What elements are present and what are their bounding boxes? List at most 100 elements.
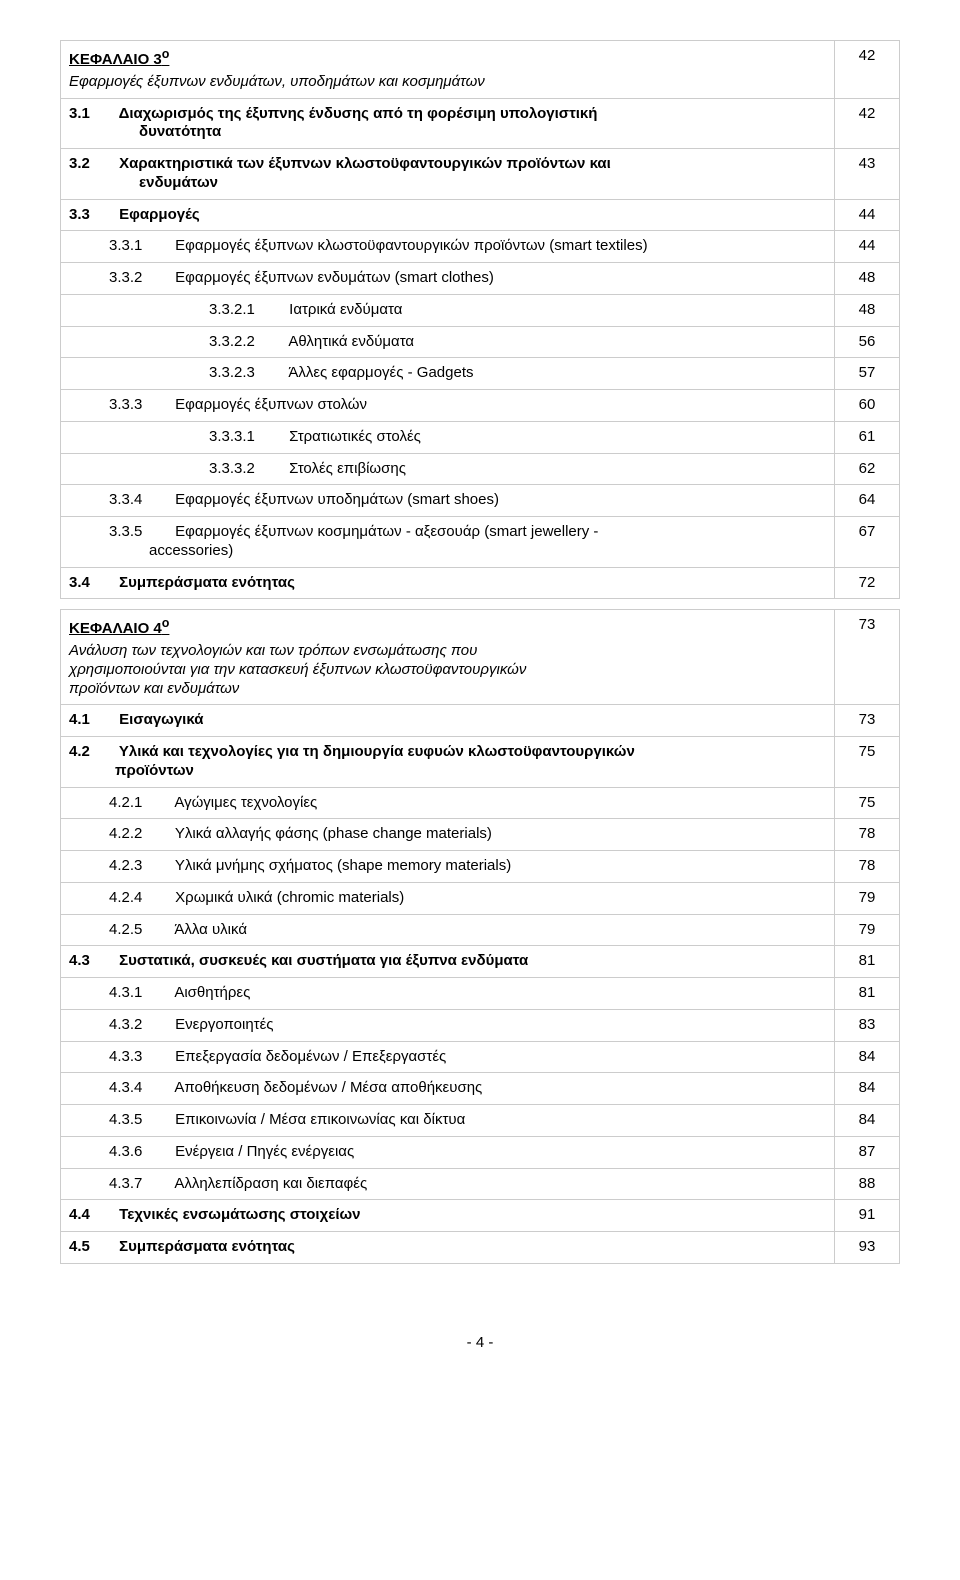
toc-entry-text: 3.1 Διαχωρισμός της έξυπνης ένδυσης από … [61,98,835,149]
toc-entry-text: 3.3.1 Εφαρμογές έξυπνων κλωστοϋφαντουργι… [61,231,835,263]
toc-entry-text: ΚΕΦΑΛΑΙΟ 4οΑνάλυση των τεχνολογιών και τ… [61,610,835,705]
toc-row: 4.1 Εισαγωγικά73 [61,705,900,737]
toc-entry-page: 43 [835,149,900,200]
toc-row: 3.3.2.2 Αθλητικά ενδύματα56 [61,326,900,358]
toc-entry-page: 87 [835,1136,900,1168]
toc-row: 3.3.4 Εφαρμογές έξυπνων υποδημάτων (smar… [61,485,900,517]
toc-row: 4.3.2 Ενεργοποιητές83 [61,1009,900,1041]
toc-row: 3.3.3.1 Στρατιωτικές στολές61 [61,421,900,453]
toc-entry-text: 4.3 Συστατικά, συσκευές και συστήματα γι… [61,946,835,978]
toc-entry-text: 4.1 Εισαγωγικά [61,705,835,737]
toc-entry-page: 61 [835,421,900,453]
toc-entry-text: 4.5 Συμπεράσματα ενότητας [61,1232,835,1264]
toc-row: 4.3.7 Αλληλεπίδραση και διεπαφές88 [61,1168,900,1200]
toc-row: 3.3.3 Εφαρμογές έξυπνων στολών60 [61,390,900,422]
toc-entry-page: 60 [835,390,900,422]
toc-row: 3.2 Χαρακτηριστικά των έξυπνων κλωστοϋφα… [61,149,900,200]
toc-entry-page: 78 [835,819,900,851]
toc-row: 3.3.1 Εφαρμογές έξυπνων κλωστοϋφαντουργι… [61,231,900,263]
toc-row: 3.1 Διαχωρισμός της έξυπνης ένδυσης από … [61,98,900,149]
toc-entry-page: 42 [835,98,900,149]
toc-row: 3.3.2.1 Ιατρικά ενδύματα48 [61,294,900,326]
toc-row: 4.2 Υλικά και τεχνολογίες για τη δημιουρ… [61,737,900,788]
toc-row: 4.2.4 Χρωμικά υλικά (chromic materials)7… [61,882,900,914]
toc-row: 4.2.5 Άλλα υλικά79 [61,914,900,946]
toc-entry-page: 67 [835,517,900,568]
toc-entry-text: 3.3.2.1 Ιατρικά ενδύματα [61,294,835,326]
toc-entry-text: 3.3.3.2 Στολές επιβίωσης [61,453,835,485]
toc-entry-page: 81 [835,946,900,978]
toc-entry-page: 75 [835,737,900,788]
toc-entry-page: 42 [835,41,900,99]
toc-entry-text: 4.3.5 Επικοινωνία / Μέσα επικοινωνίας κα… [61,1105,835,1137]
toc-row: 3.3.2.3 Άλλες εφαρμογές - Gadgets57 [61,358,900,390]
toc-row: 4.4 Τεχνικές ενσωμάτωσης στοιχείων91 [61,1200,900,1232]
toc-row: 4.3.6 Ενέργεια / Πηγές ενέργειας87 [61,1136,900,1168]
toc-entry-page: 91 [835,1200,900,1232]
toc-entry-text: 3.2 Χαρακτηριστικά των έξυπνων κλωστοϋφα… [61,149,835,200]
toc-entry-page: 73 [835,705,900,737]
toc-row: 3.3 Εφαρμογές44 [61,199,900,231]
toc-entry-text: 4.3.6 Ενέργεια / Πηγές ενέργειας [61,1136,835,1168]
toc-entry-page: 79 [835,882,900,914]
toc-entry-page: 62 [835,453,900,485]
toc-table-chapter4: ΚΕΦΑΛΑΙΟ 4οΑνάλυση των τεχνολογιών και τ… [60,609,900,1264]
toc-entry-text: 3.3.4 Εφαρμογές έξυπνων υποδημάτων (smar… [61,485,835,517]
toc-row: 3.3.2 Εφαρμογές έξυπνων ενδυμάτων (smart… [61,263,900,295]
toc-row: 4.3 Συστατικά, συσκευές και συστήματα γι… [61,946,900,978]
toc-entry-text: 3.3.2.2 Αθλητικά ενδύματα [61,326,835,358]
toc-entry-text: 4.3.2 Ενεργοποιητές [61,1009,835,1041]
toc-entry-page: 79 [835,914,900,946]
toc-entry-text: 3.3.3.1 Στρατιωτικές στολές [61,421,835,453]
toc-entry-page: 57 [835,358,900,390]
toc-entry-text: 3.3.2 Εφαρμογές έξυπνων ενδυμάτων (smart… [61,263,835,295]
toc-entry-text: 4.3.1 Αισθητήρες [61,978,835,1010]
page-number: - 4 - [60,1274,900,1361]
toc-entry-page: 81 [835,978,900,1010]
toc-entry-text: 3.3.3 Εφαρμογές έξυπνων στολών [61,390,835,422]
toc-entry-text: 4.3.3 Επεξεργασία δεδομένων / Επεξεργαστ… [61,1041,835,1073]
toc-entry-text: 4.3.7 Αλληλεπίδραση και διεπαφές [61,1168,835,1200]
toc-entry-page: 73 [835,610,900,705]
toc-entry-text: 4.3.4 Αποθήκευση δεδομένων / Μέσα αποθήκ… [61,1073,835,1105]
toc-row: ΚΕΦΑΛΑΙΟ 3οΕφαρμογές έξυπνων ενδυμάτων, … [61,41,900,99]
toc-row: 4.5 Συμπεράσματα ενότητας93 [61,1232,900,1264]
toc-entry-text: 4.2 Υλικά και τεχνολογίες για τη δημιουρ… [61,737,835,788]
toc-entry-text: 3.3.5 Εφαρμογές έξυπνων κοσμημάτων - αξε… [61,517,835,568]
toc-row: 4.2.3 Υλικά μνήμης σχήματος (shape memor… [61,851,900,883]
toc-entry-page: 75 [835,787,900,819]
toc-entry-text: 3.3 Εφαρμογές [61,199,835,231]
toc-entry-text: 4.2.3 Υλικά μνήμης σχήματος (shape memor… [61,851,835,883]
toc-entry-page: 44 [835,231,900,263]
toc-row: 4.3.3 Επεξεργασία δεδομένων / Επεξεργαστ… [61,1041,900,1073]
toc-row: 4.2.1 Αγώγιμες τεχνολογίες75 [61,787,900,819]
toc-entry-page: 56 [835,326,900,358]
toc-entry-text: 3.3.2.3 Άλλες εφαρμογές - Gadgets [61,358,835,390]
toc-entry-page: 84 [835,1105,900,1137]
toc-entry-page: 84 [835,1041,900,1073]
toc-entry-page: 88 [835,1168,900,1200]
toc-table-chapter3: ΚΕΦΑΛΑΙΟ 3οΕφαρμογές έξυπνων ενδυμάτων, … [60,40,900,599]
toc-entry-page: 78 [835,851,900,883]
toc-entry-text: 4.2.5 Άλλα υλικά [61,914,835,946]
toc-entry-page: 48 [835,263,900,295]
toc-entry-page: 84 [835,1073,900,1105]
toc-row: 4.3.4 Αποθήκευση δεδομένων / Μέσα αποθήκ… [61,1073,900,1105]
toc-entry-page: 83 [835,1009,900,1041]
page: ΚΕΦΑΛΑΙΟ 3οΕφαρμογές έξυπνων ενδυμάτων, … [30,40,930,1361]
toc-entry-page: 72 [835,567,900,599]
toc-row: 3.3.5 Εφαρμογές έξυπνων κοσμημάτων - αξε… [61,517,900,568]
toc-entry-page: 48 [835,294,900,326]
toc-entry-page: 93 [835,1232,900,1264]
toc-entry-text: 4.4 Τεχνικές ενσωμάτωσης στοιχείων [61,1200,835,1232]
toc-entry-text: 4.2.1 Αγώγιμες τεχνολογίες [61,787,835,819]
toc-row: 3.3.3.2 Στολές επιβίωσης62 [61,453,900,485]
toc-entry-text: 3.4 Συμπεράσματα ενότητας [61,567,835,599]
toc-entry-text: 4.2.2 Υλικά αλλαγής φάσης (phase change … [61,819,835,851]
toc-row: 4.3.5 Επικοινωνία / Μέσα επικοινωνίας κα… [61,1105,900,1137]
toc-row: ΚΕΦΑΛΑΙΟ 4οΑνάλυση των τεχνολογιών και τ… [61,610,900,705]
toc-entry-text: ΚΕΦΑΛΑΙΟ 3οΕφαρμογές έξυπνων ενδυμάτων, … [61,41,835,99]
toc-row: 3.4 Συμπεράσματα ενότητας72 [61,567,900,599]
toc-row: 4.3.1 Αισθητήρες81 [61,978,900,1010]
toc-entry-page: 64 [835,485,900,517]
